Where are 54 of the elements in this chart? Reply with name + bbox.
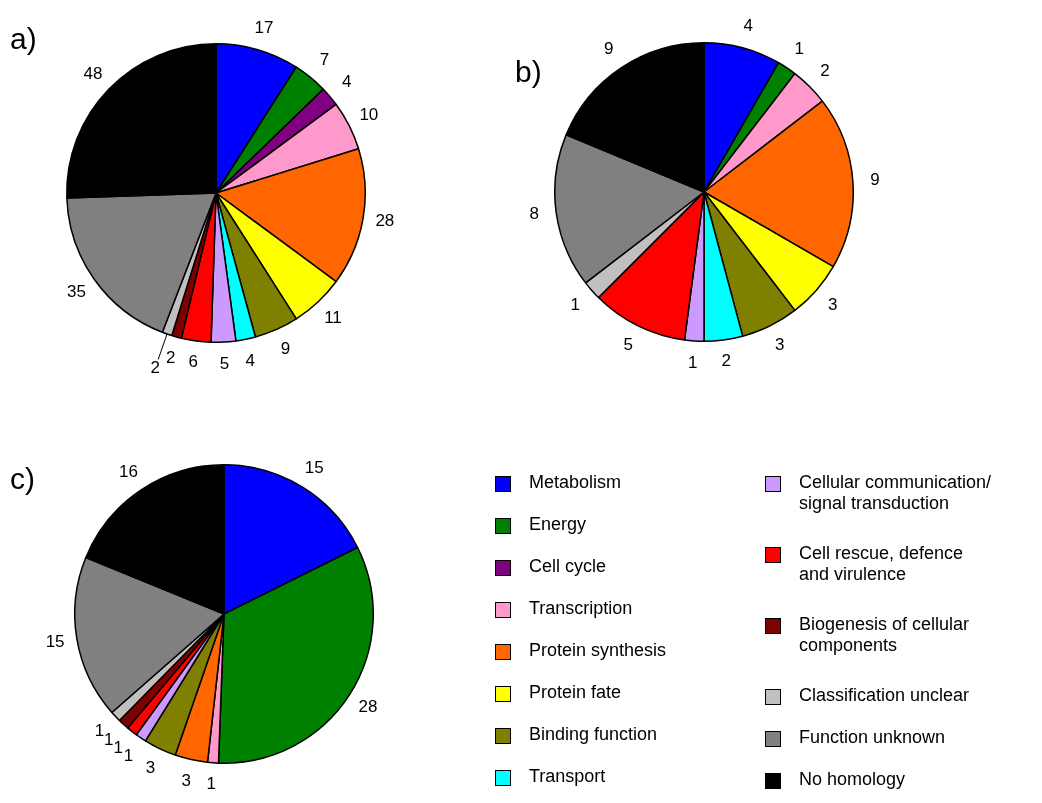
data-label: 1: [688, 352, 698, 372]
data-label: 17: [254, 18, 274, 38]
data-label: 16: [119, 461, 138, 481]
legend-label: Energy: [529, 514, 587, 535]
data-label: 1: [570, 294, 580, 314]
data-label: 5: [623, 335, 633, 355]
data-label: 1: [113, 738, 124, 758]
data-label: 6: [188, 352, 198, 372]
data-label: 2: [166, 347, 176, 367]
data-label: 9: [870, 170, 880, 190]
legend-label: Cellular communication/ signal transduction: [799, 472, 992, 514]
data-label: 3: [145, 758, 156, 778]
legend-label: No homology: [799, 769, 906, 790]
text: b): [515, 55, 542, 89]
data-label: 4: [342, 72, 352, 92]
data-label: 28: [358, 696, 378, 716]
data-label: 9: [280, 339, 291, 359]
data-label: 11: [324, 307, 342, 327]
data-label: 28: [375, 211, 395, 231]
legend-label: Metabolism: [529, 472, 622, 493]
data-label: 3: [828, 294, 838, 314]
chart-title: a): [10, 22, 37, 56]
data-label: 15: [304, 458, 324, 478]
data-label: 9: [604, 39, 614, 59]
legend-label: Transport: [529, 766, 606, 787]
data-label: 35: [66, 281, 86, 301]
data-label: 15: [45, 632, 65, 652]
legend-label: Protein fate: [529, 682, 622, 703]
data-label: 1: [206, 774, 217, 794]
data-label: 1: [794, 39, 804, 59]
legend-label: Binding function: [529, 724, 658, 745]
legend-label: Biogenesis of cellular components: [799, 614, 970, 656]
data-label: 3: [181, 770, 192, 790]
legend-label: Classification unclear: [799, 685, 970, 706]
data-label: 10: [359, 105, 379, 125]
legend-label: Protein synthesis: [529, 640, 667, 661]
chart-title: c): [10, 462, 35, 496]
legend-label: Transcription: [529, 598, 633, 619]
data-label: 1: [123, 745, 134, 765]
data-label: 1: [103, 730, 114, 750]
data-label: 2: [820, 60, 830, 80]
data-label: 48: [83, 63, 103, 83]
legend-label: Cell cycle: [529, 556, 607, 577]
data-label: 1: [94, 721, 105, 741]
data-label: 2: [150, 357, 160, 377]
legend-label: Cell rescue, defence and virulence: [799, 543, 964, 585]
data-label: 3: [775, 335, 785, 355]
data-label: 4: [743, 16, 754, 36]
legend-label: Function unknown: [799, 727, 946, 748]
data-label: 7: [319, 50, 330, 70]
data-label: 2: [721, 351, 732, 371]
data-label: 5: [219, 353, 230, 373]
data-label: 4: [245, 350, 255, 370]
data-label: 8: [529, 204, 539, 224]
